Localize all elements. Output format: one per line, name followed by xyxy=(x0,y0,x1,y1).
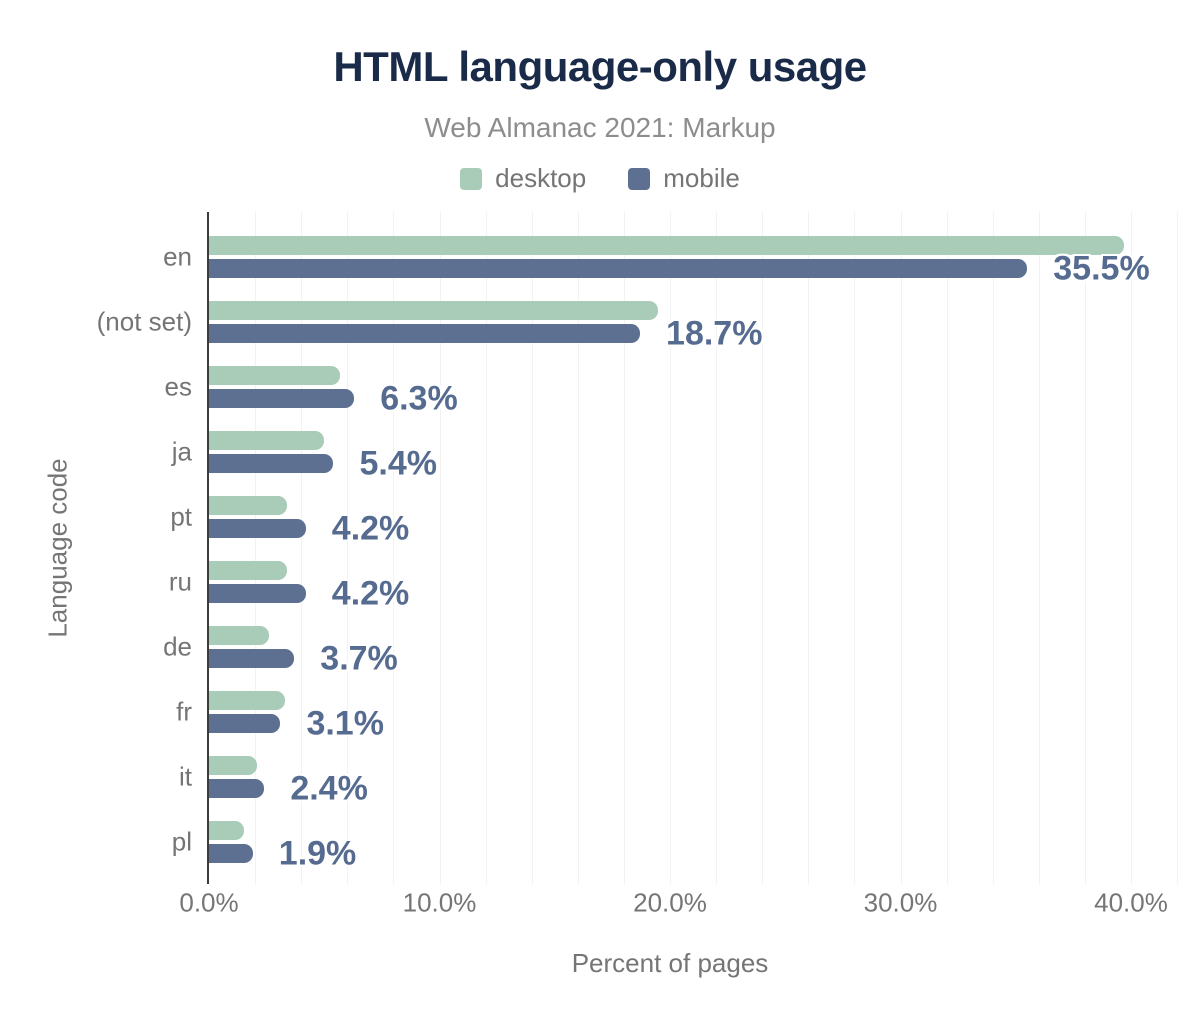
bar-row: ru 4.2% xyxy=(169,537,1179,613)
value-label: 18.7% xyxy=(666,314,763,353)
category-label: ru xyxy=(168,566,192,597)
category-label: ja xyxy=(171,436,192,467)
gridline xyxy=(393,212,395,884)
bar-desktop-fr[interactable] xyxy=(209,691,286,710)
category-label: en xyxy=(163,241,192,272)
gridline xyxy=(255,212,257,884)
category-label: es xyxy=(164,371,192,402)
x-tick-label: 40.0% xyxy=(1094,887,1168,918)
bar-desktop-pt[interactable] xyxy=(209,496,288,515)
gridline xyxy=(762,212,764,884)
gridline xyxy=(1038,212,1040,884)
y-axis-title: Language code xyxy=(42,458,73,638)
bar-row: fr 3.1% xyxy=(176,667,1179,743)
category-label: de xyxy=(163,631,192,662)
value-label: 5.4% xyxy=(359,444,437,483)
category-label: pl xyxy=(171,826,192,857)
gridline xyxy=(1177,212,1179,884)
gridline xyxy=(992,212,994,884)
plot-area: en 35.5% (not set) 18.7% es 6.3% ja 5.4% pt 4.2% r… xyxy=(97,212,1179,978)
value-label: 4.2% xyxy=(331,574,410,613)
legend: desktop mobile xyxy=(0,163,1200,194)
bar-desktop-pl[interactable] xyxy=(209,821,244,840)
value-label: 6.3% xyxy=(380,379,458,418)
x-tick-label: 20.0% xyxy=(633,887,707,918)
bar-desktop-es[interactable] xyxy=(209,366,341,385)
bar-mobile-fr[interactable] xyxy=(209,714,281,733)
gridline xyxy=(946,212,948,884)
gridline xyxy=(854,212,856,884)
category-label: pt xyxy=(170,501,192,532)
gridline xyxy=(531,212,533,884)
x-axis-title: Percent of pages xyxy=(571,948,769,978)
value-label: 2.4% xyxy=(290,769,368,808)
gridline xyxy=(716,212,718,884)
gridline xyxy=(577,212,579,884)
bar-row: en 35.5% xyxy=(163,212,1179,288)
gridline xyxy=(485,212,487,884)
value-label: 1.9% xyxy=(278,834,357,873)
legend-swatch-desktop xyxy=(460,167,483,190)
bar-row: ja 5.4% xyxy=(172,407,1179,483)
bar-row: pt 4.2% xyxy=(170,472,1179,548)
gridline xyxy=(623,212,625,884)
bar-mobile-pt[interactable] xyxy=(209,519,306,538)
value-label: 3.1% xyxy=(306,704,384,743)
gridline xyxy=(1131,212,1132,884)
category-label: (not set) xyxy=(96,306,192,337)
gridline xyxy=(439,212,441,884)
category-label: fr xyxy=(176,696,192,727)
bar-desktop-it[interactable] xyxy=(209,756,258,775)
value-label: 4.2% xyxy=(331,509,410,548)
bar-mobile-(not set)[interactable] xyxy=(209,324,641,343)
gridline xyxy=(670,212,671,884)
bar-row: pl 1.9% xyxy=(172,797,1179,873)
bar-desktop-(not set)[interactable] xyxy=(209,301,659,320)
bar-row: es 6.3% xyxy=(165,342,1179,418)
gridline xyxy=(808,212,810,884)
bar-mobile-en[interactable] xyxy=(209,259,1028,278)
x-tick-label: 30.0% xyxy=(863,887,938,918)
gridline xyxy=(347,212,349,884)
bar-mobile-es[interactable] xyxy=(209,389,355,408)
gridline xyxy=(1084,212,1086,884)
gridline xyxy=(301,212,303,884)
legend-label: desktop xyxy=(495,163,587,193)
bar-desktop-en[interactable] xyxy=(209,236,1125,255)
bar-mobile-it[interactable] xyxy=(209,779,265,798)
bar-row: (not set) 18.7% xyxy=(97,277,1179,353)
bar-desktop-ja[interactable] xyxy=(209,431,325,450)
category-label: it xyxy=(179,761,192,792)
bar-mobile-de[interactable] xyxy=(209,649,295,668)
bar-row: de 3.7% xyxy=(163,602,1179,678)
bar-mobile-pl[interactable] xyxy=(209,844,253,863)
bar-desktop-ru[interactable] xyxy=(209,561,288,580)
bar-row: it 2.4% xyxy=(179,732,1179,808)
value-label: 3.7% xyxy=(320,639,398,678)
x-tick-label: 0.0% xyxy=(179,887,239,918)
legend-label: mobile xyxy=(663,163,740,193)
legend-item-mobile[interactable]: mobile xyxy=(628,163,740,194)
chart-title: HTML language-only usage xyxy=(333,43,867,90)
chart-subtitle: Web Almanac 2021: Markup xyxy=(424,112,776,143)
bar-mobile-ja[interactable] xyxy=(209,454,334,473)
bar-desktop-de[interactable] xyxy=(209,626,269,645)
value-label: 35.5% xyxy=(1053,249,1150,288)
bar-mobile-ru[interactable] xyxy=(209,584,306,603)
x-tick-label: 10.0% xyxy=(402,887,477,918)
legend-swatch-mobile xyxy=(628,167,651,190)
legend-item-desktop[interactable]: desktop xyxy=(460,163,586,194)
gridline xyxy=(900,212,902,884)
